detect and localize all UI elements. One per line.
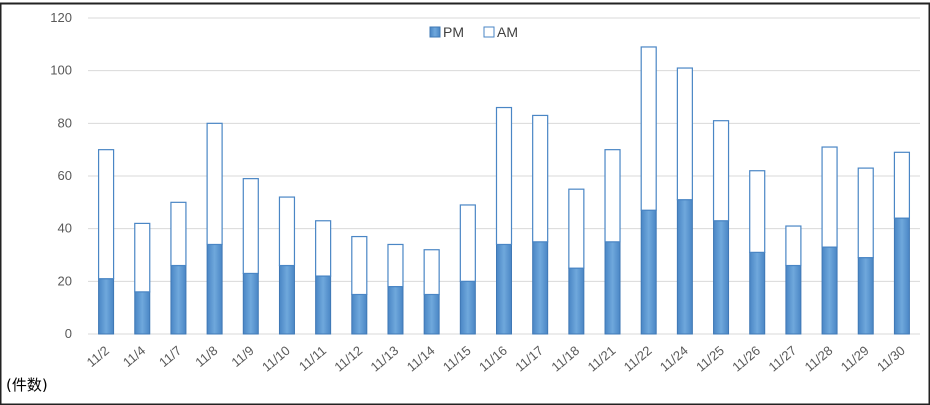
legend-swatch	[483, 26, 495, 38]
legend-label: AM	[497, 24, 518, 40]
y-axis-unit-label: (件数)	[6, 376, 48, 394]
bar-pm	[387, 286, 404, 335]
bar-pm	[532, 241, 549, 335]
bar-am	[495, 106, 513, 246]
bar-am	[712, 120, 730, 222]
bar-am	[97, 149, 115, 280]
bar-pm	[206, 243, 223, 335]
y-tick-label: 0	[65, 326, 72, 341]
bar-am	[604, 149, 621, 243]
bar-am	[459, 204, 476, 282]
bar-am	[134, 222, 151, 293]
bar-pm	[821, 246, 838, 335]
bar-am	[423, 249, 440, 296]
bar-am	[676, 67, 693, 201]
bar-am	[749, 170, 766, 253]
bar-am	[568, 188, 585, 269]
bar-pm	[242, 272, 259, 335]
bar-pm	[568, 267, 585, 335]
bar-am	[387, 243, 404, 288]
y-tick-label: 40	[58, 221, 72, 236]
bar-pm	[496, 243, 512, 335]
bar-am	[315, 220, 332, 277]
y-axis-ticks: 0 20 40 60 80 100 120	[50, 10, 72, 341]
y-tick-label: 80	[58, 115, 72, 130]
bar-am	[532, 114, 549, 243]
bar-pm	[134, 291, 151, 335]
bars	[97, 46, 911, 335]
bar-am	[351, 235, 368, 296]
bar-pm	[713, 220, 730, 335]
legend-label: PM	[443, 24, 464, 40]
bar-pm	[98, 278, 115, 335]
y-tick-label: 60	[58, 168, 72, 183]
bar-pm	[315, 275, 332, 335]
bar-am	[206, 122, 223, 246]
bar-am	[278, 196, 296, 267]
bar-am	[170, 201, 187, 267]
bar-am	[821, 146, 838, 248]
bar-am	[785, 225, 802, 267]
bar-pm	[278, 265, 295, 335]
bar-pm	[676, 199, 693, 335]
bar-pm	[857, 257, 874, 335]
bar-pm	[640, 209, 657, 335]
bar-pm	[459, 280, 476, 335]
bar-am	[640, 46, 657, 211]
bar-pm	[893, 217, 910, 335]
legend-swatch	[429, 26, 441, 38]
bar-pm	[749, 251, 766, 335]
y-tick-label: 20	[58, 273, 72, 288]
y-tick-label: 100	[50, 63, 72, 78]
legend: PM AM	[429, 24, 518, 40]
bar-pm	[170, 265, 187, 335]
bar-pm	[785, 265, 802, 335]
bar-am	[857, 167, 874, 259]
bar-am	[242, 178, 259, 275]
bar-pm	[351, 294, 368, 335]
bar-pm	[423, 294, 440, 335]
bar-am	[893, 151, 911, 219]
y-tick-label: 120	[50, 10, 72, 25]
bar-pm	[604, 241, 621, 335]
